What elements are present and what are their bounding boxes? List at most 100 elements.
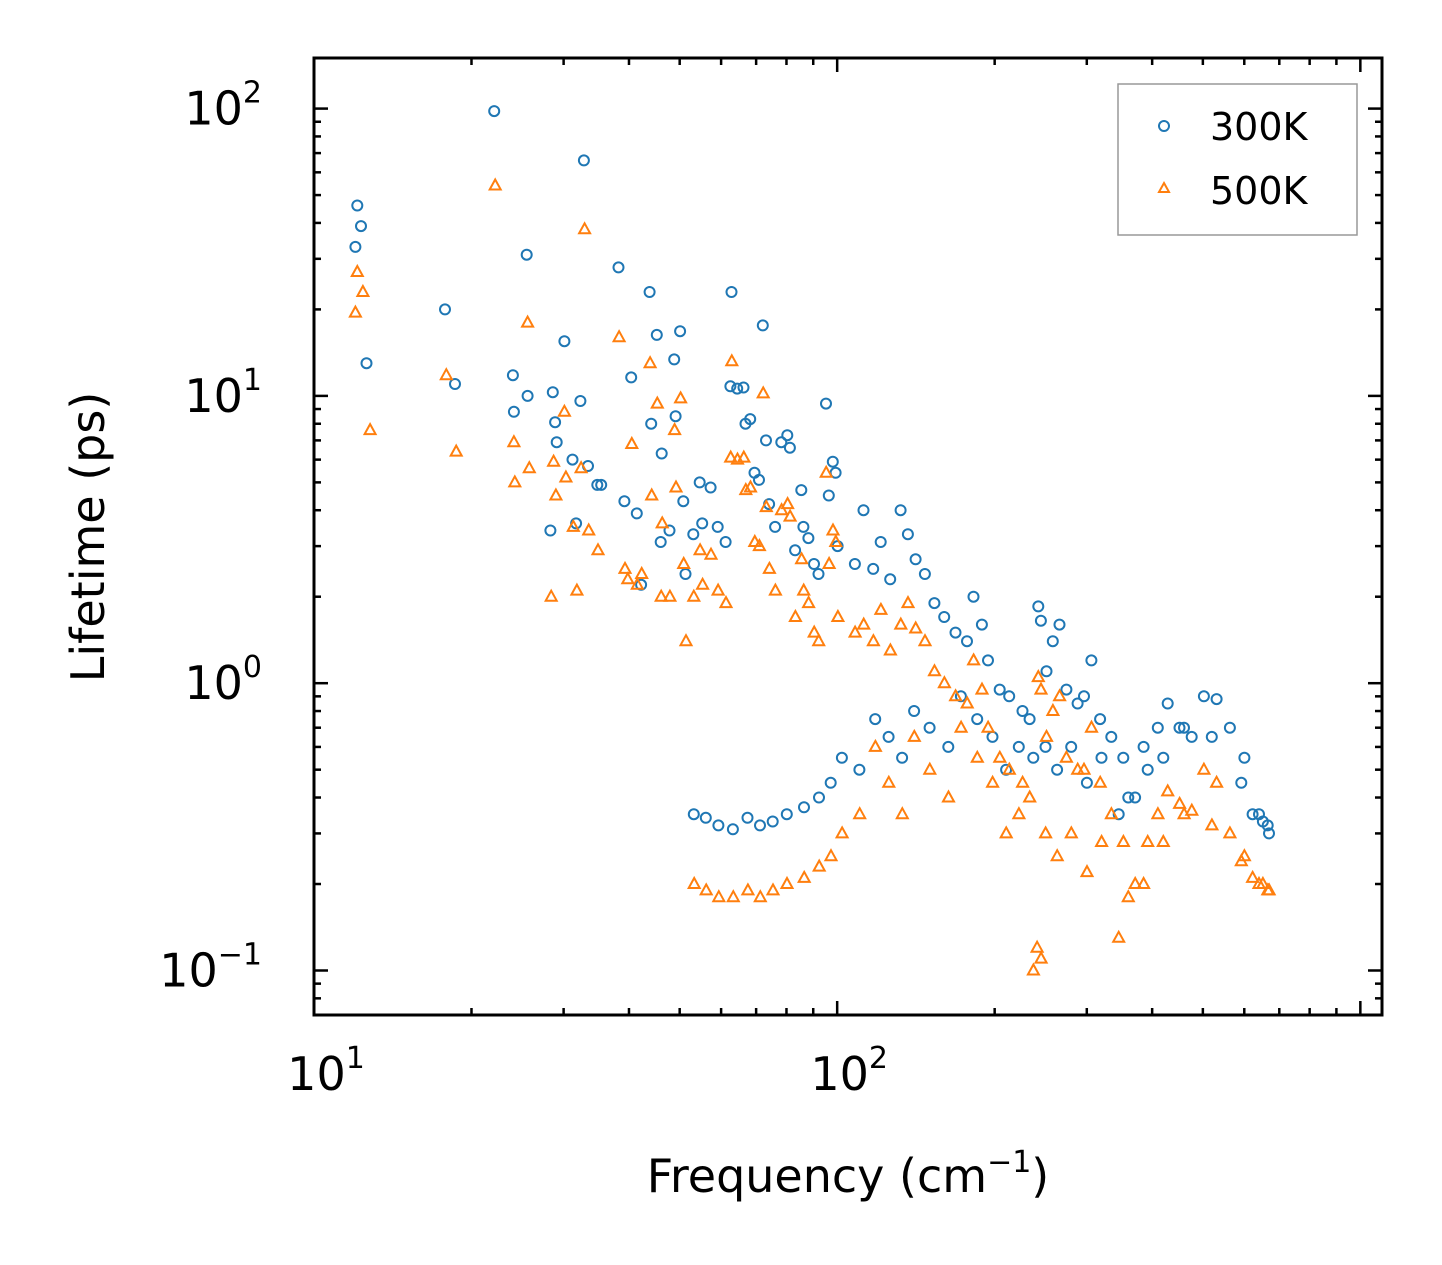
x-tick-exp: 1 [346,1041,365,1076]
data-point-500k [1121,889,1136,903]
x-tick-base: 10 [287,1047,346,1101]
data-point-300k [874,536,887,548]
data-point-300k [820,397,832,410]
data-point-500k [1031,669,1046,683]
data-point-500k [1156,833,1171,847]
data-point-300k [1060,683,1073,696]
data-point-500k [1002,761,1017,775]
data-point-500k [1050,848,1065,862]
data-point-300k [942,740,955,753]
data-point-500k [828,533,843,547]
data-point-500k [768,582,783,596]
data-point-300k [1141,763,1154,776]
data-point-300k [544,524,557,537]
data-point-300k [918,568,931,580]
data-point-300k [630,507,643,520]
data-point-300k [993,683,1006,696]
data-point-500k [692,542,708,556]
data-point-300k [625,371,638,384]
data-point-300k [650,328,663,341]
data-point-300k [971,713,984,726]
data-point-300k [663,524,676,537]
data-point-500k [676,555,691,569]
data-point-500k [711,889,726,903]
data-point-500k [1245,869,1260,883]
data-point-500k [617,560,633,574]
data-point-300k [753,473,765,486]
y-tick-base: 10 [184,656,243,710]
data-point-300k [894,504,907,517]
data-point-300k [982,654,994,667]
data-point-300k [1161,697,1174,710]
data-point-500k [1094,833,1109,847]
data-point-500k [566,518,581,532]
data-point-500k [788,608,803,622]
data-point-500k [1064,825,1079,839]
data-point-300k [558,335,571,348]
data-point-500k [1128,875,1143,889]
data-point-500k [642,355,658,369]
data-point-500k [522,460,537,474]
data-point-300k [797,520,810,533]
data-point-300k [928,597,941,610]
data-point-500k [350,263,365,277]
data-point-500k [985,774,1000,788]
data-point-500k [703,546,719,560]
data-point-300k [731,382,744,395]
data-point-500k [1222,825,1238,839]
data-point-300k [1223,721,1236,734]
data-point-300k [1046,635,1059,648]
data-point-300k [769,520,782,533]
data-point-500k [922,761,937,775]
data-point-300k [612,261,625,274]
data-point-300k [1051,763,1064,776]
data-point-500k [883,642,898,656]
data-point-300k [521,389,534,402]
data-point-500k [1160,783,1175,797]
data-point-500k [762,560,777,574]
data-point-500k [866,633,881,647]
data-point-300k [719,536,732,548]
data-point-300k [506,369,519,382]
data-points [348,105,1277,976]
data-point-300k [901,528,914,541]
y-tick-label-1: 100 [184,650,262,710]
data-point-300k [882,730,895,743]
legend-label-500k: 500K [1210,169,1309,213]
data-point-500k [569,582,585,596]
data-point-300k [737,381,750,394]
data-point-500k [348,304,363,318]
data-point-500k [895,806,910,820]
data-point-300k [1122,791,1135,804]
data-point-500k [1029,939,1045,953]
data-point-500k [678,633,694,647]
data-point-300k [1178,721,1190,734]
data-point-300k [775,436,788,449]
data-point-300k [704,481,717,494]
data-point-500k [736,449,751,463]
data-point-300k [1023,713,1036,726]
data-point-300k [687,528,700,541]
data-point-300k [835,751,848,764]
x-tick-label-100: 102 [810,1041,888,1101]
plot-frame [312,56,1384,1017]
y-tick-label-100: 102 [184,76,262,136]
data-point-300k [909,553,922,566]
data-point-500k [796,582,811,596]
legend-frame [1117,83,1358,236]
data-point-300k [725,286,738,298]
data-point-300k [696,517,709,530]
data-point-500k [1111,929,1126,943]
data-point-500k [654,588,669,602]
data-point-300k [798,801,810,814]
data-point-500k [1084,719,1099,733]
data-point-500k [927,663,942,677]
data-point-500k [881,774,896,788]
data-point-500k [1033,681,1049,695]
data-point-300k [677,495,690,508]
data-point-500k [1076,761,1092,775]
data-point-500k [811,633,826,647]
data-point-300k [1253,808,1265,821]
data-point-500k [948,688,963,702]
data-point-300k [360,357,373,370]
